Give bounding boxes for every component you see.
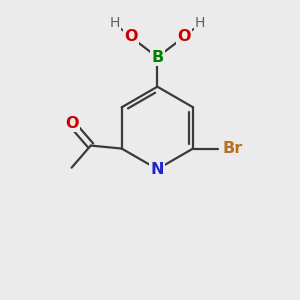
Text: O: O	[124, 29, 138, 44]
Text: O: O	[65, 116, 78, 131]
Text: Br: Br	[223, 141, 243, 156]
Text: H: H	[110, 16, 120, 30]
Text: N: N	[151, 162, 164, 177]
Text: H: H	[195, 16, 205, 30]
Text: B: B	[151, 50, 164, 65]
Text: O: O	[177, 29, 190, 44]
